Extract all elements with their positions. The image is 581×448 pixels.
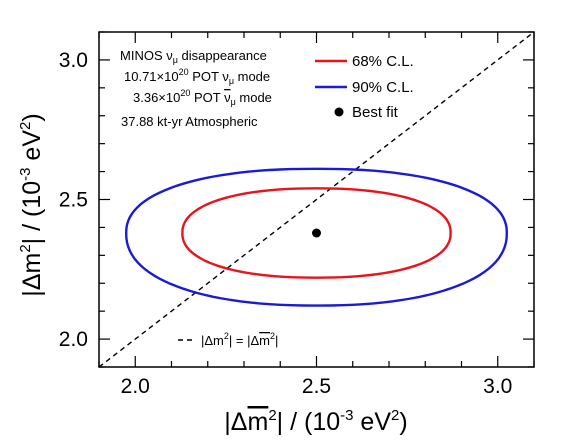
plot-contents bbox=[99, 32, 534, 367]
x-axis-label: |Δm2| / (10-3 eV2) bbox=[224, 407, 407, 436]
annotation-atmospheric: 37.88 kt-yr Atmospheric bbox=[121, 114, 258, 129]
reference-line-label: |Δm2| = |Δm2| bbox=[201, 331, 278, 348]
x-tick-label: 2.5 bbox=[302, 375, 331, 398]
x-tick-label: 3.0 bbox=[483, 375, 512, 398]
best-fit-point bbox=[312, 228, 321, 238]
y-tick-label: 2.5 bbox=[59, 189, 88, 212]
y-tick-label: 2.0 bbox=[59, 328, 88, 351]
legend-label: Best fit bbox=[352, 104, 399, 121]
contour-90-c-l- bbox=[124, 167, 509, 307]
diagonal-reference-line bbox=[99, 32, 534, 367]
x-tick-label: 2.0 bbox=[121, 375, 150, 398]
annotation-pot-nu: 10.71×1020 POT νμ mode bbox=[124, 67, 270, 86]
y-tick-label: 3.0 bbox=[59, 49, 88, 72]
y-axis-label: |Δm2| / (10-3 eV2) bbox=[17, 113, 46, 296]
legend-label: 68% C.L. bbox=[352, 53, 414, 70]
contour-68-c-l- bbox=[181, 187, 452, 279]
legend-dot bbox=[334, 107, 344, 117]
legend-label: 90% C.L. bbox=[352, 79, 414, 96]
annotation-title: MINOS νμ disappearance bbox=[120, 48, 267, 65]
annotation-pot-nubar: 3.36×1020 POT νμ mode bbox=[133, 88, 272, 107]
